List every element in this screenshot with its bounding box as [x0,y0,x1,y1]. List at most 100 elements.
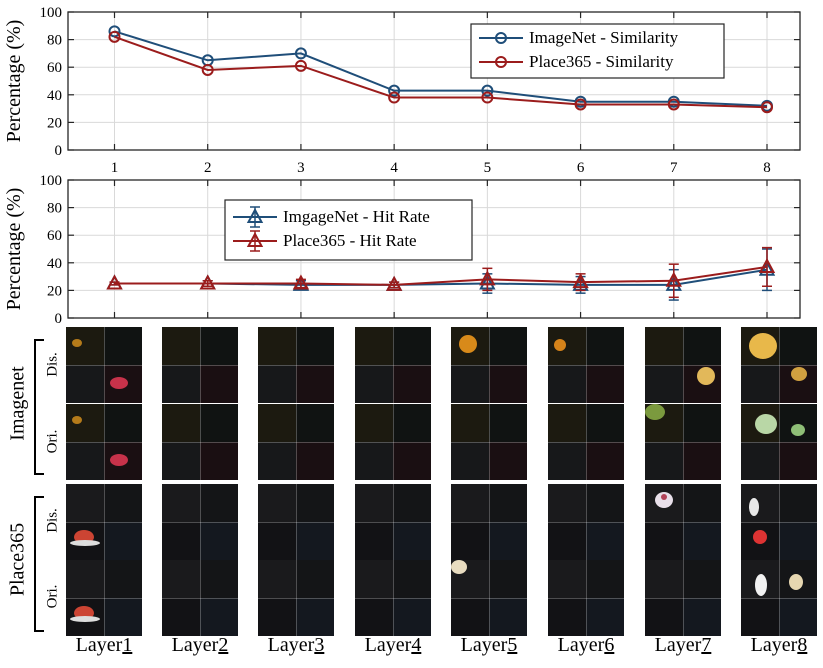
thumbnail-quadrant [258,560,296,598]
thumbnail-divider [200,560,201,636]
layer-label-number: 5 [507,634,518,656]
thumbnail-quadrant [258,442,296,480]
thumbnail-quadrant [586,560,624,598]
thumbnail-quadrant [162,442,200,480]
thumbnail-divider [645,598,721,599]
thumbnail [66,484,142,560]
thumbnail-quadrant [683,560,721,598]
thumbnail-divider [451,522,527,523]
thumbnail-quadrant [296,522,334,560]
thumbnail-quadrant [200,404,238,442]
thumbnail [451,404,527,480]
thumbnail-divider [779,560,780,636]
thumbnail-divider [586,404,587,480]
layer-label: Layer4 [351,634,435,657]
legend-label: ImgageNet - Hit Rate [283,207,430,226]
thumbnail-quadrant [296,442,334,480]
thumbnail [162,560,238,636]
thumbnail-divider [200,327,201,403]
thumbnail-quadrant [355,327,393,365]
thumbnail [66,327,142,403]
thumbnail-divider [548,598,624,599]
legend-marker [246,207,264,223]
y-tick-label: 100 [40,5,63,21]
thumbnail-divider [104,484,105,560]
thumbnail-divider [586,327,587,403]
thumbnail-quadrant [296,365,334,403]
thumbnail-quadrant [296,560,334,598]
data-point [201,63,214,76]
layer-label-number: 8 [797,634,808,656]
thumbnail-divider [162,365,238,366]
data-point [292,274,310,290]
data-point [761,101,773,114]
layer-label-prefix: Layer [75,634,123,656]
thumbnail-quadrant [586,327,624,365]
thumbnail-divider [393,327,394,403]
layer-label: Layer7 [641,634,725,657]
thumbnail-quadrant [586,365,624,403]
series-place365 [108,30,773,114]
thumbnail-quadrant [451,484,489,522]
series-line [114,35,768,109]
x-tick-label: 2 [204,160,212,176]
thumbnail [548,560,624,636]
thumbnail [451,484,527,560]
thumbnail [548,327,624,403]
thumbnail-divider [66,365,142,366]
thumbnail [258,484,334,560]
layer-label-prefix: Layer [654,634,702,656]
x-tick-label: 8 [763,160,771,176]
data-point [294,59,307,72]
thumbnail-divider [258,598,334,599]
thumbnail-quadrant [489,522,527,560]
y-tick-label: 0 [55,311,63,327]
thumbnail [741,404,817,480]
thumbnail-quadrant [489,560,527,598]
thumbnail-quadrant [741,484,779,522]
thumbnail [66,404,142,480]
thumbnail-quadrant [200,365,238,403]
x-tick-label: 4 [390,160,398,176]
thumbnail-quadrant [489,442,527,480]
thumbnail-quadrant [104,522,142,560]
data-point [108,25,121,38]
thumbnail [645,560,721,636]
thumbnail-quadrant [683,522,721,560]
thumbnail-quadrant [451,404,489,442]
highlight-region [697,367,715,385]
thumbnail-quadrant [66,560,104,598]
thumbnail-quadrant [548,365,586,403]
similarity-chart: 0 20 40 60 80 100 1 2 3 4 5 6 7 8 Percentage (%) ImageN… [3,5,801,176]
thumbnail-divider [355,442,431,443]
highlight-region [755,574,767,596]
thumbnail [741,560,817,636]
layer-label: Layer3 [254,634,338,657]
x-tick-label: 7 [670,160,678,176]
thumbnail-quadrant [741,598,779,636]
layer-label-prefix: Layer [364,634,412,656]
legend-box [470,23,725,79]
thumbnail-divider [296,404,297,480]
highlight-region [791,424,805,436]
layer-label-prefix: Layer [171,634,219,656]
thumbnail-quadrant [104,404,142,442]
y-tick-label: 80 [47,33,62,49]
thumbnail-quadrant [548,404,586,442]
thumbnail-quadrant [393,442,431,480]
data-point [106,274,123,290]
thumbnail-quadrant [393,327,431,365]
thumbnail-quadrant [645,560,683,598]
thumbnail [548,404,624,480]
group-bracket [34,496,44,632]
thumbnail-quadrant [296,327,334,365]
thumbnail-quadrant [645,442,683,480]
legend: ImgageNet - Hit Rate Place365 - Hit Rate [224,199,473,261]
highlight-region [655,492,673,508]
thumbnail [162,327,238,403]
layer-label-number: 1 [122,634,133,656]
data-point [481,84,494,97]
thumbnail-quadrant [355,598,393,636]
legend-marker [495,56,507,68]
thumbnail [355,404,431,480]
